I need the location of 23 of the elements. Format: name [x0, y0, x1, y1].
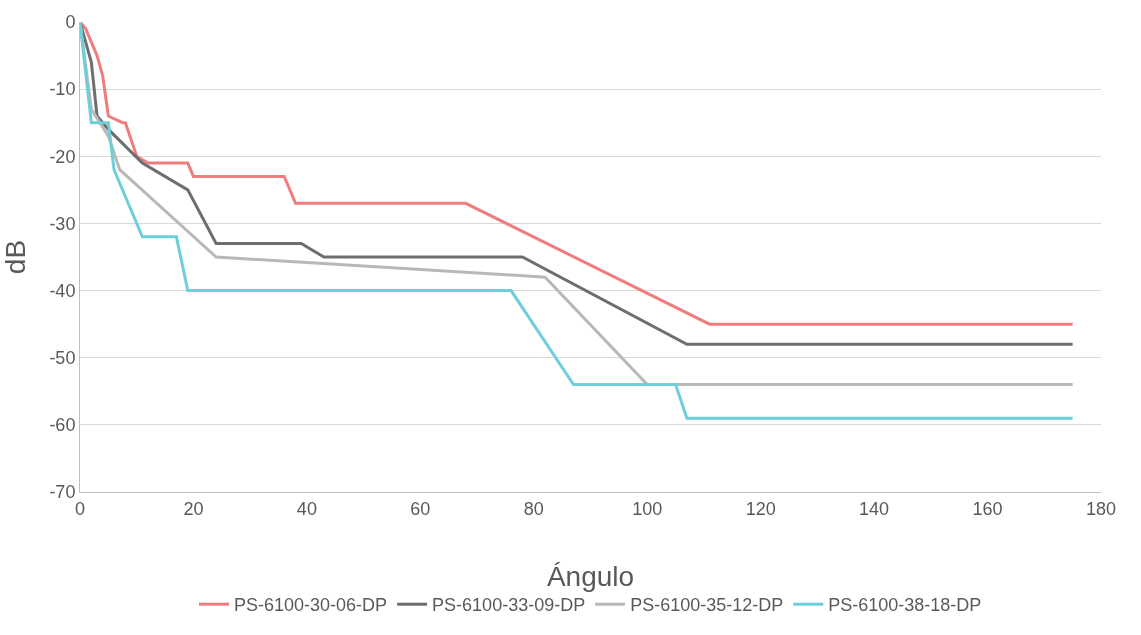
x-tick-label: 100 [632, 498, 663, 519]
y-tick-label: -30 [49, 213, 76, 234]
x-tick-label: 20 [183, 498, 204, 519]
y-tick-label: -10 [49, 79, 76, 100]
y-tick-label: -50 [49, 348, 76, 369]
x-tick-label: 40 [296, 498, 317, 519]
y-tick-label: 0 [65, 12, 76, 33]
y-tick-label: -60 [49, 415, 76, 436]
legend-label: PS-6100-38-18-DP [828, 595, 982, 616]
x-tick-label: 140 [859, 498, 890, 519]
y-tick-label: -70 [49, 482, 76, 503]
legend-label: PS-6100-30-06-DP [234, 595, 388, 616]
y-tick-label: -40 [49, 280, 76, 301]
y-tick-label: -20 [49, 146, 76, 167]
x-tick-label: 180 [1085, 498, 1117, 519]
x-tick-label: 80 [523, 498, 544, 519]
legend-label: PS-6100-35-12-DP [630, 595, 784, 616]
x-tick-label: 160 [972, 498, 1003, 519]
x-tick-label: 60 [410, 498, 431, 519]
x-tick-label: 120 [745, 498, 776, 519]
x-axis-title: Ángulo [546, 561, 635, 592]
legend-label: PS-6100-33-09-DP [432, 595, 586, 616]
y-axis-title: dB [0, 239, 31, 275]
